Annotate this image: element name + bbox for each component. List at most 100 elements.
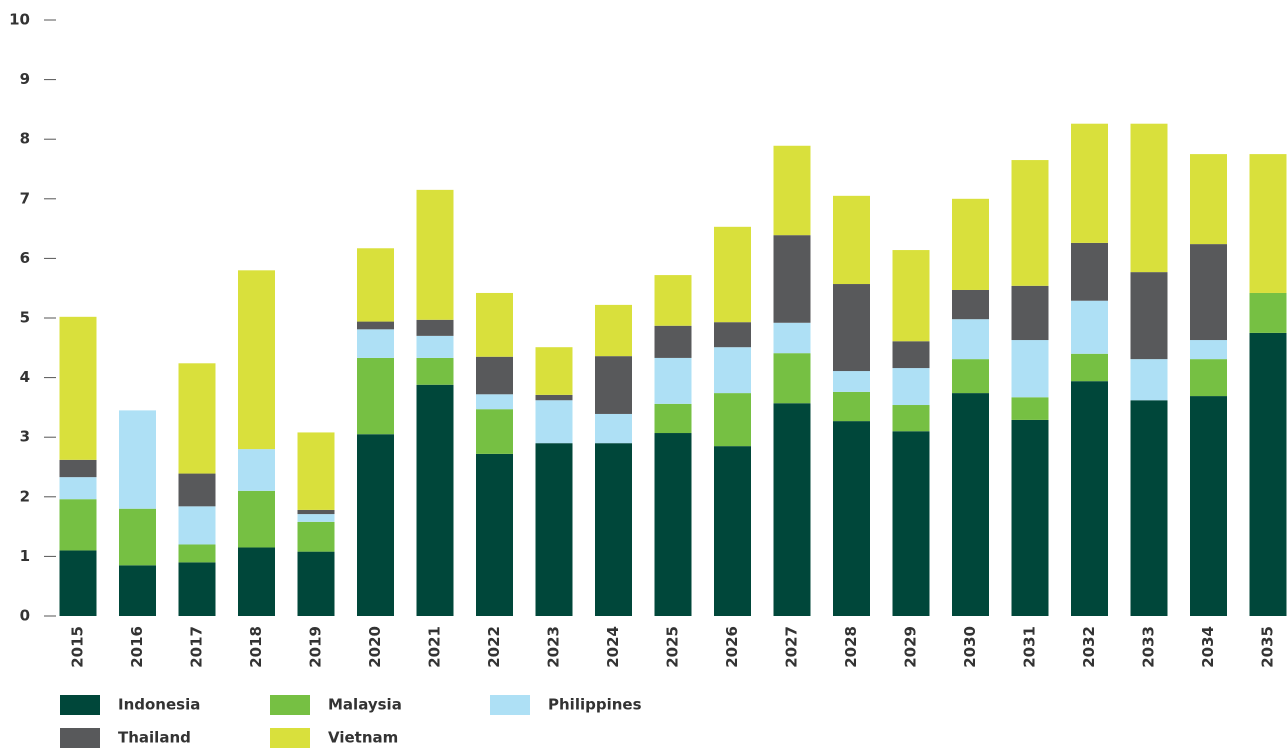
bar-segment	[952, 359, 989, 394]
bar-segment	[1011, 160, 1049, 286]
bar-segment	[178, 473, 216, 507]
bar-segment	[238, 547, 275, 616]
bar-segment	[535, 347, 573, 395]
bar-segment	[357, 248, 394, 322]
x-tick-label: 2019	[307, 626, 325, 668]
bar-segment	[1249, 292, 1287, 333]
y-tick-label: 1	[20, 547, 30, 565]
legend-swatch	[270, 695, 310, 715]
bar-segment	[595, 443, 632, 616]
bar-segment	[833, 421, 870, 616]
bar-segment	[654, 403, 692, 434]
x-tick-label: 2020	[366, 626, 384, 668]
legend-swatch	[490, 695, 530, 715]
bar-segment	[297, 432, 335, 510]
y-tick-label: 8	[20, 130, 30, 148]
bar-segment	[238, 449, 275, 491]
bar-segment	[773, 403, 811, 616]
legend-label: Indonesia	[118, 696, 200, 714]
x-tick-label: 2035	[1259, 626, 1277, 668]
bar-segment	[773, 322, 811, 354]
bar-segment	[892, 368, 930, 406]
x-tick-label: 2028	[842, 626, 860, 668]
y-tick-label: 5	[20, 309, 30, 327]
bar-segment	[654, 433, 692, 616]
bar-segment	[1130, 123, 1168, 273]
bar-segment	[59, 477, 97, 500]
bar-segment	[773, 235, 811, 323]
bar-segment	[654, 357, 692, 404]
bar-segment	[476, 409, 513, 454]
x-tick-label: 2016	[128, 626, 146, 668]
bar-segment	[416, 319, 454, 336]
bar-segment	[59, 499, 97, 551]
y-tick-label: 0	[20, 607, 30, 625]
legend-label: Vietnam	[328, 729, 398, 747]
bar-segment	[476, 356, 513, 395]
bar-segment	[357, 329, 394, 358]
bar-segment	[595, 413, 632, 444]
bar-segment	[476, 394, 513, 410]
bar-segment	[119, 508, 156, 566]
x-tick-label: 2032	[1080, 626, 1098, 668]
bar-segment	[1071, 123, 1108, 243]
x-tick-label: 2017	[188, 626, 206, 668]
bar-segment	[357, 434, 394, 616]
bar-segment	[238, 490, 275, 548]
bar-segment	[1190, 396, 1227, 616]
bar-segment	[1249, 154, 1287, 293]
x-tick-label: 2030	[961, 626, 979, 668]
bar-segment	[357, 357, 394, 435]
bar-segment	[952, 289, 989, 320]
bar-segment	[1011, 340, 1049, 398]
bar-segment	[297, 509, 335, 515]
bar-segment	[892, 341, 930, 369]
bar-segment	[416, 335, 454, 358]
bar-segment	[833, 371, 870, 392]
bar-segment	[476, 453, 513, 616]
bar-segment	[1130, 359, 1168, 401]
bar-segment	[1011, 285, 1049, 341]
bar-segment	[1249, 332, 1287, 616]
bar-segment	[654, 275, 692, 326]
legend-label: Malaysia	[328, 696, 402, 714]
bar-segment	[952, 319, 989, 360]
legend-swatch	[270, 728, 310, 748]
bar-segment	[119, 565, 156, 616]
legend-label: Thailand	[118, 729, 191, 747]
bar-segment	[714, 446, 751, 616]
bar-segment	[297, 521, 335, 552]
bar-segment	[595, 304, 632, 357]
bar-segment	[59, 550, 97, 616]
bar-segment	[714, 226, 751, 323]
bar-segment	[535, 400, 573, 444]
y-tick-label: 10	[9, 11, 30, 29]
bar-segment	[535, 443, 573, 616]
bar-segment	[1011, 419, 1049, 616]
x-tick-label: 2015	[69, 626, 87, 668]
y-tick-label: 9	[20, 70, 30, 88]
bar-segment	[119, 410, 156, 509]
bar-segment	[1190, 340, 1227, 360]
bar-segment	[1130, 400, 1168, 616]
y-tick-label: 6	[20, 249, 30, 267]
bar-segment	[892, 431, 930, 616]
bar-segment	[833, 391, 870, 422]
bar-segment	[297, 514, 335, 522]
bar-segment	[357, 321, 394, 330]
bar-segment	[595, 356, 632, 414]
bar-segment	[1190, 154, 1227, 245]
x-tick-label: 2031	[1021, 626, 1039, 668]
bar-segment	[892, 405, 930, 432]
bar-segment	[297, 551, 335, 616]
bar-segment	[773, 145, 811, 236]
bar-segment	[178, 506, 216, 545]
bar-segment	[1071, 353, 1108, 382]
x-tick-label: 2018	[247, 626, 265, 668]
bar-segment	[1011, 397, 1049, 420]
y-tick-label: 7	[20, 189, 30, 207]
bar-segment	[714, 393, 751, 447]
bar-segment	[952, 393, 989, 616]
bar-segment	[178, 562, 216, 616]
